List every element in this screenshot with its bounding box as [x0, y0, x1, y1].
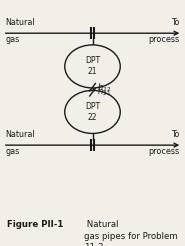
Ellipse shape — [65, 45, 120, 88]
Text: gas: gas — [6, 35, 20, 44]
Text: Natural
gas pipes for Problem
11-3.: Natural gas pipes for Problem 11-3. — [84, 220, 178, 246]
Text: Natural: Natural — [6, 18, 35, 27]
Ellipse shape — [65, 90, 120, 133]
Text: gas: gas — [6, 147, 20, 156]
Text: process: process — [148, 35, 179, 44]
Text: DPT
22: DPT 22 — [85, 102, 100, 122]
Text: process: process — [148, 147, 179, 156]
Text: Natural: Natural — [6, 130, 35, 139]
Text: To: To — [171, 18, 179, 27]
Text: $h_{22}$: $h_{22}$ — [97, 81, 111, 93]
Text: DPT
21: DPT 21 — [85, 56, 100, 77]
Text: To: To — [171, 130, 179, 139]
Text: $h_{21}$: $h_{21}$ — [97, 86, 111, 98]
Text: Figure PII-1: Figure PII-1 — [7, 220, 64, 229]
